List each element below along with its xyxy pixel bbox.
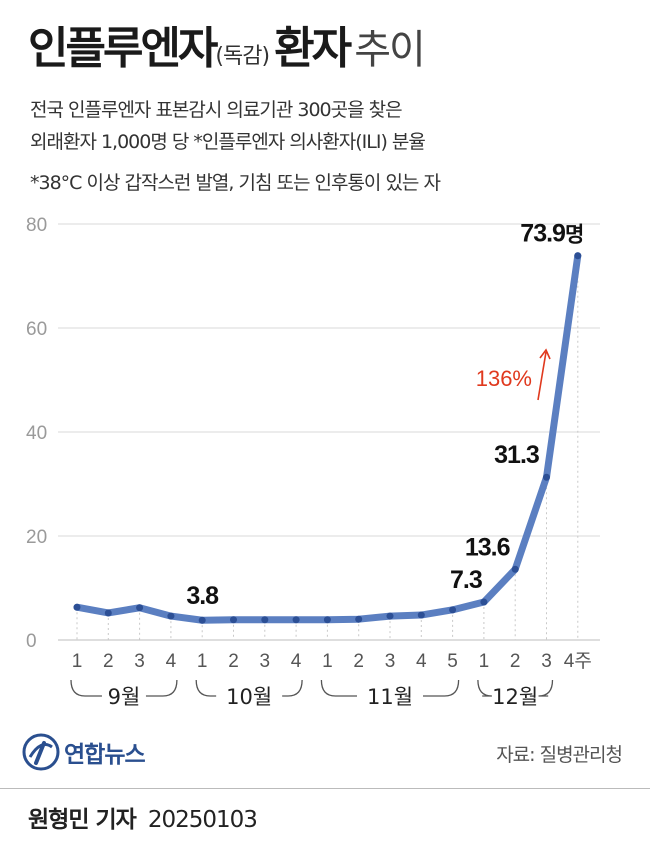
data-label: 13.6 (465, 533, 510, 561)
month-label: 11월 (367, 685, 413, 709)
x-tick-label: 4 (416, 651, 427, 672)
x-tick-label: 5 (447, 651, 458, 672)
y-tick-label: 20 (26, 527, 47, 548)
data-labels: 3.8 7.3 13.6 31.3 73.9명 (186, 220, 584, 611)
yonhap-logo: 연합뉴스 (22, 733, 146, 771)
data-point (136, 604, 144, 612)
data-point (104, 609, 112, 617)
x-tick-label: 2 (103, 651, 114, 672)
y-tick-label: 0 (26, 631, 37, 652)
data-label: 7.3 (450, 566, 482, 594)
growth-annotation: 136% (476, 348, 551, 401)
data-point (511, 565, 519, 573)
definition-note: *38°C 이상 갑작스런 발열, 기침 또는 인후통이 있는 자 (30, 172, 441, 194)
subtitle-line2: 외래환자 1,000명 당 *인플루엔자 의사환자(ILI) 분율 (30, 131, 426, 153)
title-main: 인플루엔자 (28, 23, 218, 74)
data-point (417, 611, 425, 619)
x-tick-label: 4주 (564, 651, 592, 672)
x-tick-label: 1 (197, 651, 208, 672)
data-point (449, 606, 457, 614)
data-point (355, 615, 363, 623)
title-paren: (독감) (215, 44, 270, 69)
footer-divider (0, 788, 650, 789)
x-tick-label: 1 (479, 651, 490, 672)
data-point (386, 612, 394, 620)
subtitle-line1: 전국 인플루엔자 표본감시 의료기관 300곳을 찾은 (30, 99, 403, 121)
data-point (198, 616, 206, 624)
byline-name: 원형민 기자 (28, 807, 137, 833)
x-axis-ticks: 1 2 3 4 1 2 3 4 1 2 3 4 5 1 2 3 4주 (72, 651, 592, 672)
month-label: 9월 (108, 685, 141, 709)
drop-lines (76, 255, 579, 640)
x-tick-label: 3 (541, 651, 552, 672)
data-point (543, 473, 550, 481)
yonhap-logo-icon (22, 733, 60, 771)
data-points (73, 252, 582, 624)
x-tick-label: 2 (353, 651, 364, 672)
x-tick-label: 4 (291, 651, 302, 672)
month-label: 10월 (226, 685, 272, 709)
x-tick-label: 2 (510, 651, 521, 672)
data-point (323, 616, 331, 624)
series-line (73, 252, 582, 624)
data-point (480, 598, 488, 606)
y-axis-ticks: 0 20 40 60 80 (26, 215, 47, 652)
x-tick-label: 1 (72, 651, 83, 672)
month-bracket (70, 679, 178, 697)
data-label: 3.8 (186, 582, 219, 610)
data-point (292, 616, 300, 624)
month-label: 12월 (492, 685, 538, 709)
x-tick-label: 2 (228, 651, 239, 672)
byline-date: 20250103 (147, 807, 258, 833)
month-bracket (195, 679, 303, 697)
x-tick-label: 3 (134, 651, 145, 672)
data-label-unit: 명 (565, 223, 583, 247)
y-tick-label: 80 (26, 215, 47, 236)
y-tick-label: 40 (26, 423, 47, 444)
month-brackets: 9월 10월 11월 12월 (70, 679, 554, 709)
grid (58, 223, 600, 641)
x-tick-label: 3 (260, 651, 271, 672)
up-arrow-icon (537, 351, 547, 401)
logo-text: 연합뉴스 (64, 742, 146, 768)
month-bracket (320, 679, 460, 697)
data-point (167, 612, 175, 620)
x-tick-label: 3 (385, 651, 396, 672)
title-trend: 추이 (354, 27, 426, 73)
data-point (73, 603, 81, 611)
data-point (230, 616, 237, 624)
x-tick-label: 1 (322, 651, 333, 672)
source-credit: 자료: 질병관리청 (496, 744, 623, 766)
y-tick-label: 60 (26, 319, 47, 340)
growth-label: 136% (476, 366, 532, 391)
byline: 원형민 기자 20250103 (28, 800, 258, 834)
title-rest: 환자 (274, 23, 352, 74)
month-bracket (477, 679, 554, 697)
x-tick-label: 4 (166, 651, 177, 672)
data-point (574, 252, 582, 260)
arrow-head (539, 348, 551, 360)
data-point (261, 616, 269, 624)
data-label: 31.3 (494, 441, 539, 469)
data-label: 73.9명 (520, 220, 583, 248)
chart-title: 인플루엔자(독감) 환자 추이 (28, 12, 426, 76)
